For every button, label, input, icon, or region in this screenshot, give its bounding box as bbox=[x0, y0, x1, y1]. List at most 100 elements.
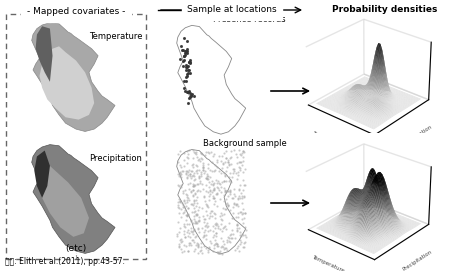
Point bbox=[202, 245, 209, 250]
Point bbox=[235, 169, 242, 174]
Point bbox=[203, 172, 211, 176]
Point bbox=[198, 170, 205, 175]
Point bbox=[180, 243, 188, 247]
Point bbox=[220, 247, 228, 251]
Point bbox=[182, 188, 189, 192]
Point bbox=[189, 238, 197, 242]
Text: Sample at locations: Sample at locations bbox=[187, 5, 277, 15]
Point bbox=[191, 210, 198, 214]
Point bbox=[213, 204, 220, 208]
Point bbox=[205, 198, 212, 203]
Point bbox=[182, 89, 189, 93]
Point bbox=[190, 184, 197, 188]
Point bbox=[225, 163, 232, 167]
Point bbox=[180, 198, 187, 202]
Point bbox=[233, 203, 240, 207]
Point bbox=[189, 193, 197, 198]
Point bbox=[177, 175, 184, 179]
Point bbox=[187, 218, 194, 223]
Point bbox=[185, 173, 192, 177]
Point bbox=[210, 152, 217, 157]
Point bbox=[185, 68, 192, 72]
Text: Presence records: Presence records bbox=[213, 15, 286, 24]
Point bbox=[184, 193, 191, 198]
Point bbox=[227, 189, 234, 194]
Point bbox=[195, 208, 202, 212]
Point bbox=[218, 159, 225, 163]
Point bbox=[190, 150, 198, 154]
Point bbox=[233, 246, 241, 250]
Point bbox=[218, 190, 225, 195]
Point bbox=[193, 212, 200, 216]
Point bbox=[193, 234, 200, 238]
Point bbox=[214, 191, 221, 196]
Point bbox=[191, 227, 198, 231]
Point bbox=[231, 202, 238, 206]
Point bbox=[194, 221, 201, 225]
Point bbox=[177, 43, 184, 48]
Point bbox=[202, 199, 209, 204]
Text: Probability densities: Probability densities bbox=[332, 5, 438, 15]
Point bbox=[204, 250, 211, 254]
Point bbox=[214, 242, 221, 246]
Point bbox=[185, 206, 192, 210]
Point bbox=[181, 235, 188, 240]
Point bbox=[240, 149, 247, 153]
Point bbox=[242, 240, 249, 244]
X-axis label: Temperature: Temperature bbox=[311, 130, 344, 149]
Point bbox=[220, 185, 228, 190]
Point bbox=[229, 175, 236, 180]
Point bbox=[230, 192, 237, 196]
Point bbox=[227, 239, 234, 244]
Point bbox=[228, 216, 235, 220]
Point bbox=[176, 57, 184, 61]
Point bbox=[189, 92, 196, 96]
Point bbox=[189, 169, 196, 173]
Point bbox=[193, 198, 200, 202]
Point bbox=[206, 228, 213, 232]
Point bbox=[209, 194, 216, 198]
Point bbox=[228, 155, 235, 159]
Point bbox=[219, 244, 226, 248]
Point bbox=[187, 234, 194, 239]
Point bbox=[233, 215, 240, 219]
Point bbox=[216, 251, 223, 255]
Point bbox=[239, 245, 247, 249]
Point bbox=[176, 199, 184, 204]
Point bbox=[186, 59, 194, 64]
Point bbox=[181, 158, 188, 163]
Point bbox=[197, 249, 204, 253]
X-axis label: Temperature: Temperature bbox=[311, 255, 344, 271]
Point bbox=[194, 201, 201, 205]
Point bbox=[217, 245, 224, 250]
Point bbox=[185, 196, 192, 200]
Point bbox=[198, 241, 205, 245]
Point bbox=[183, 198, 190, 202]
Point bbox=[185, 156, 192, 160]
Point bbox=[180, 191, 187, 196]
Point bbox=[229, 227, 236, 232]
Point bbox=[202, 237, 210, 241]
Point bbox=[225, 175, 232, 179]
Point bbox=[194, 182, 202, 186]
Point bbox=[176, 210, 183, 215]
Point bbox=[200, 168, 207, 172]
Point bbox=[184, 47, 191, 51]
Point bbox=[197, 247, 204, 252]
Point bbox=[212, 241, 220, 246]
Point bbox=[225, 162, 232, 166]
Point bbox=[193, 213, 200, 217]
Polygon shape bbox=[177, 150, 246, 254]
Point bbox=[190, 148, 197, 152]
Point bbox=[180, 229, 187, 233]
Point bbox=[199, 165, 206, 169]
Point bbox=[213, 222, 220, 226]
Point bbox=[204, 221, 211, 225]
Point bbox=[207, 175, 214, 179]
Point bbox=[197, 150, 204, 155]
Point bbox=[191, 248, 198, 253]
Point bbox=[191, 191, 198, 196]
Polygon shape bbox=[34, 150, 50, 198]
Point bbox=[214, 180, 221, 185]
Point bbox=[194, 241, 201, 245]
